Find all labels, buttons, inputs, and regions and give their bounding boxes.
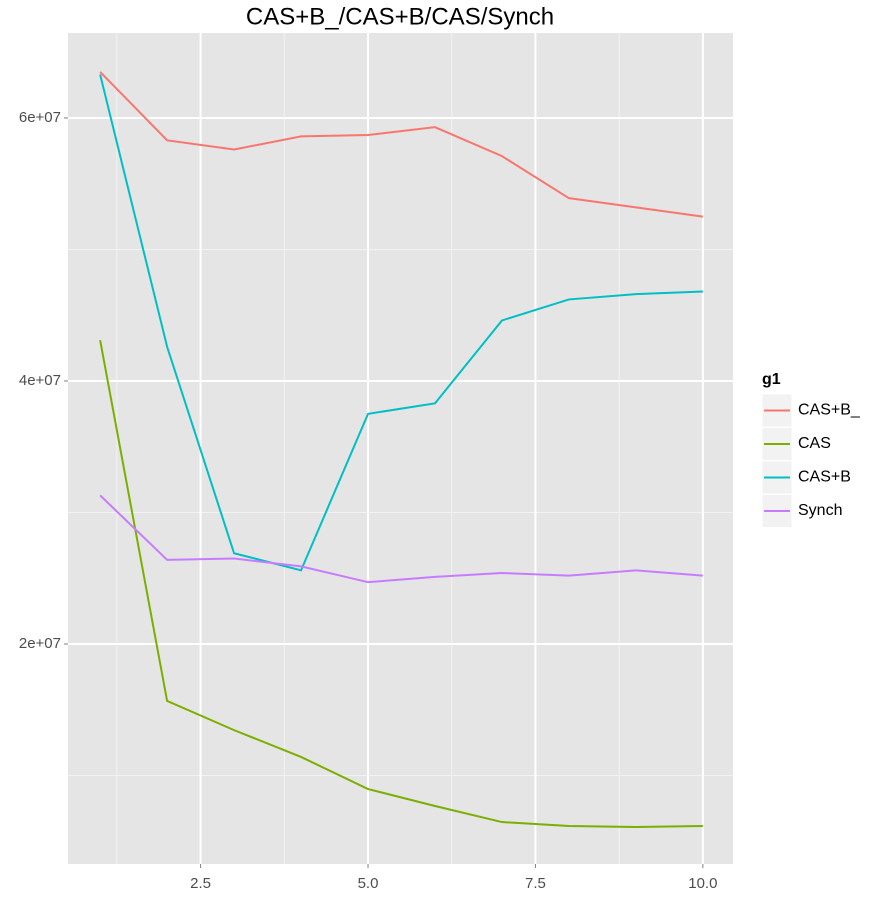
x-tick-label: 2.5 bbox=[190, 875, 211, 892]
line bbox=[99, 71, 704, 218]
x-tick-label: 7.5 bbox=[525, 875, 546, 892]
legend-label: Synch bbox=[798, 502, 842, 519]
line bbox=[99, 340, 703, 829]
y-tick-label: 6e+07 bbox=[19, 109, 61, 126]
y-tick-label: 2e+07 bbox=[19, 635, 61, 652]
x-tick-label: 10.0 bbox=[688, 875, 717, 892]
legend-label: CAS+B bbox=[798, 469, 851, 486]
legend-label: CAS bbox=[798, 435, 831, 452]
plot-panel bbox=[68, 33, 733, 864]
y-tick-label: 4e+07 bbox=[19, 372, 61, 389]
line bbox=[99, 74, 703, 572]
chart-title: CAS+B_/CAS+B/CAS/Synch bbox=[246, 3, 554, 30]
line bbox=[99, 494, 703, 584]
legend-title: g1 bbox=[762, 371, 781, 388]
legend-label: CAS+B_ bbox=[798, 402, 861, 419]
x-tick-label: 5.0 bbox=[358, 875, 379, 892]
